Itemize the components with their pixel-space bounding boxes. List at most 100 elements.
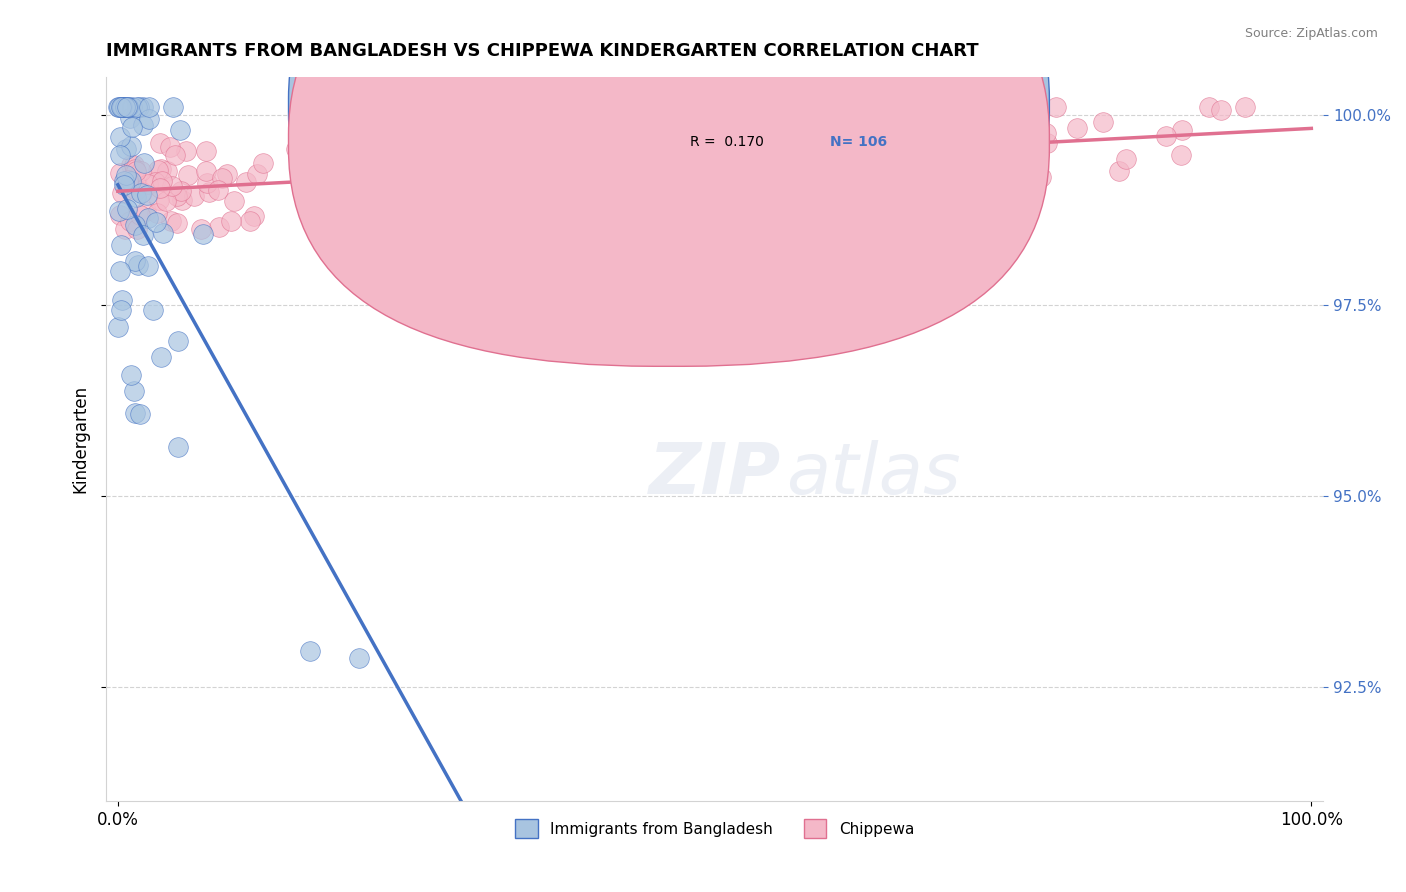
Point [936,136,959,150]
Point [114,100,136,114]
Point [1092,115,1115,129]
Point [110,237,132,252]
Point [128,100,150,114]
Point [111,100,134,114]
Point [132,227,155,242]
Point [357,865,380,880]
Y-axis label: Kindergarten: Kindergarten [72,384,89,492]
Point [1211,103,1233,118]
Point [120,111,142,125]
Text: atlas: atlas [786,441,960,509]
Point [772,133,794,147]
Point [118,214,141,228]
Point [125,100,148,114]
Point [215,167,238,181]
Point [125,178,148,192]
Point [124,164,146,178]
Point [114,222,136,236]
Point [111,186,134,201]
Point [655,172,678,186]
Point [149,136,172,150]
Point [191,227,214,241]
Point [115,202,138,216]
Point [112,100,135,114]
Point [162,178,184,193]
Point [114,168,136,182]
Point [145,215,167,229]
Point [194,164,217,178]
Point [117,100,139,114]
Point [530,169,553,183]
Point [285,142,308,156]
Point [846,153,869,167]
Point [129,163,152,178]
Point [110,303,132,318]
Point [1234,100,1257,114]
Point [136,211,159,225]
Point [704,198,727,212]
Point [122,158,145,172]
Point [124,406,146,420]
Point [893,148,915,162]
Point [832,182,855,196]
Point [138,100,160,114]
Point [114,100,136,114]
Point [190,222,212,236]
Point [155,194,177,209]
Point [111,100,134,114]
Point [617,178,640,193]
Point [127,258,149,272]
Point [108,264,131,278]
Point [814,172,837,186]
Point [156,164,179,178]
Point [166,216,188,230]
Point [1036,136,1059,150]
Text: Source: ZipAtlas.com: Source: ZipAtlas.com [1244,27,1378,40]
Point [721,169,744,183]
Point [138,112,160,126]
Point [1008,106,1031,120]
Point [735,110,758,124]
Point [117,100,139,114]
Point [148,193,170,207]
Point [169,184,191,198]
Point [159,214,181,228]
Point [121,120,143,134]
FancyBboxPatch shape [288,0,1049,367]
Point [110,100,132,114]
Point [464,156,486,170]
Point [332,824,354,838]
Point [952,100,974,114]
Point [148,162,170,177]
Point [347,650,370,665]
Point [177,168,200,182]
Point [125,222,148,236]
FancyBboxPatch shape [288,0,1049,330]
Point [578,196,600,211]
Point [121,100,143,114]
Point [224,194,246,209]
Point [1170,148,1192,162]
Point [120,138,142,153]
Point [612,165,634,179]
Point [304,141,326,155]
Text: R = -0.394: R = -0.394 [690,98,765,112]
Point [125,183,148,197]
Point [115,100,138,114]
Legend: Immigrants from Bangladesh, Chippewa: Immigrants from Bangladesh, Chippewa [509,814,920,844]
Point [152,226,174,240]
Point [124,218,146,232]
Point [131,185,153,199]
Point [198,185,221,199]
Point [1066,121,1088,136]
Point [304,164,326,178]
Point [208,220,231,235]
Point [1029,169,1052,184]
Point [129,208,152,222]
Point [517,161,540,175]
Point [124,161,146,176]
Point [136,177,159,191]
Point [149,181,172,195]
Point [235,175,257,189]
Point [595,180,617,194]
